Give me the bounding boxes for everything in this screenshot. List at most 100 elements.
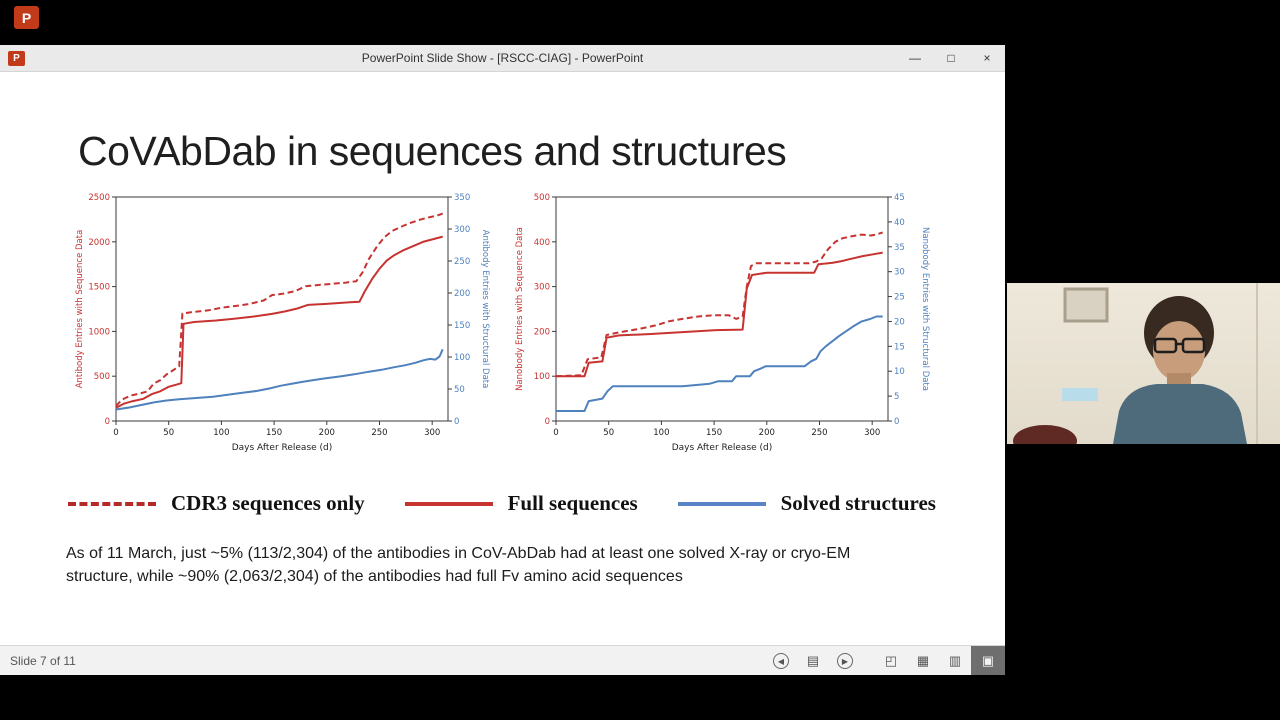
svg-text:300: 300	[534, 283, 550, 293]
powerpoint-logo-icon: P	[14, 6, 39, 29]
window-title: PowerPoint Slide Show - [RSCC-CIAG] - Po…	[361, 51, 644, 65]
legend-item-full-sequences: Full sequences	[404, 491, 638, 516]
legend-label: CDR3 sequences only	[171, 491, 365, 515]
svg-text:0: 0	[113, 428, 118, 438]
svg-text:100: 100	[213, 428, 229, 438]
svg-text:250: 250	[454, 257, 470, 267]
solid-blue-line-sample	[677, 501, 766, 506]
svg-text:1000: 1000	[88, 327, 110, 337]
body-text-line-2: structure, while ~90% (2,063/2,304) of t…	[66, 568, 683, 586]
svg-text:400: 400	[534, 238, 550, 248]
reading-view-icon: ▥	[948, 652, 962, 668]
next-arrow-icon: ▶	[837, 652, 853, 669]
slide-title: CoVAbDab in sequences and structures	[78, 128, 787, 174]
chair-back	[1013, 425, 1077, 444]
maximize-button[interactable]: □	[947, 51, 955, 65]
svg-text:25: 25	[894, 293, 905, 303]
svg-text:300: 300	[424, 428, 440, 438]
slide-body-text: As of 11 March, just ~5% (113/2,304) of …	[66, 542, 924, 588]
charts-row: 0 50 100 150 200 250 300 Days After Release (d)…	[72, 187, 1005, 467]
svg-text:30: 30	[894, 268, 905, 278]
svg-text:150: 150	[266, 428, 282, 438]
solid-red-line-sample	[404, 501, 493, 506]
svg-text:10: 10	[894, 367, 905, 377]
reading-view-button[interactable]: ▥	[939, 646, 971, 675]
webcam-video	[1007, 283, 1280, 444]
svg-text:5: 5	[894, 392, 899, 402]
slide-sorter-button[interactable]: ▦	[907, 646, 939, 675]
svg-text:0: 0	[894, 417, 899, 427]
dashed-line-sample	[68, 501, 156, 506]
webcam-scene	[1007, 283, 1280, 444]
svg-text:250: 250	[371, 428, 387, 438]
torso	[1113, 384, 1247, 444]
svg-text:20: 20	[894, 317, 905, 327]
legend-item-solved-structures: Solved structures	[677, 491, 936, 516]
glasses-right-lens	[1181, 337, 1206, 354]
window-controls: — □ ×	[897, 45, 1005, 71]
svg-text:15: 15	[894, 342, 905, 352]
svg-text:200: 200	[534, 327, 550, 337]
svg-text:Nanobody Entries with Structur: Nanobody Entries with Structural Data	[920, 227, 930, 391]
slideshow-view-button[interactable]: ▣	[971, 646, 1005, 675]
svg-text:100: 100	[534, 372, 550, 382]
close-button[interactable]: ×	[983, 51, 991, 65]
powerpoint-window: P PowerPoint Slide Show - [RSCC-CIAG] - …	[0, 45, 1005, 675]
svg-text:500: 500	[94, 372, 110, 382]
previous-slide-button[interactable]: ◀	[765, 646, 797, 675]
nanobody-chart: 0 50 100 150 200 250 300 Days After Release (d)…	[512, 187, 932, 467]
title-bar: P PowerPoint Slide Show - [RSCC-CIAG] - …	[0, 45, 1005, 72]
status-bar: Slide 7 of 11 ◀ ▤ ▶ ◰ ▦ ▥	[0, 645, 1005, 675]
menu-icon: ▤	[806, 652, 820, 668]
svg-text:300: 300	[864, 428, 880, 438]
svg-text:Antibody Entries with Structur: Antibody Entries with Structural Data	[480, 230, 490, 389]
svg-text:200: 200	[319, 428, 335, 438]
legend-label: Full sequences	[507, 491, 638, 515]
slideshow-view-icon: ▣	[981, 652, 995, 668]
svg-text:Antibody Entries with Sequence: Antibody Entries with Sequence Data	[75, 230, 85, 389]
body-text-line-1: As of 11 March, just ~5% (113/2,304) of …	[66, 545, 851, 562]
hair-fringe	[1153, 311, 1206, 333]
normal-view-icon: ◰	[884, 652, 898, 668]
status-bar-icons: ◀ ▤ ▶ ◰ ▦ ▥ ▣	[765, 646, 1005, 675]
svg-text:Days After Release (d): Days After Release (d)	[232, 443, 333, 453]
slide-indicator: Slide 7 of 11	[10, 653, 76, 668]
svg-text:0: 0	[105, 417, 110, 427]
status-bar-spacer	[861, 646, 875, 675]
face	[1153, 321, 1205, 381]
svg-text:50: 50	[603, 428, 614, 438]
legend-item-cdr3: CDR3 sequences only	[68, 491, 365, 516]
svg-text:2000: 2000	[88, 238, 110, 248]
svg-text:100: 100	[653, 428, 669, 438]
svg-text:200: 200	[759, 428, 775, 438]
svg-text:35: 35	[894, 243, 905, 253]
svg-text:300: 300	[454, 225, 470, 235]
svg-text:1500: 1500	[88, 283, 110, 293]
normal-view-button[interactable]: ◰	[875, 646, 907, 675]
previous-arrow-icon: ◀	[773, 652, 789, 669]
svg-text:500: 500	[534, 193, 550, 203]
svg-text:150: 150	[454, 321, 470, 331]
svg-text:0: 0	[553, 428, 558, 438]
svg-text:Days After Release (d): Days After Release (d)	[672, 443, 773, 453]
chart-legend: CDR3 sequences only Full sequences Solve…	[68, 491, 936, 516]
glasses-left-lens	[1153, 337, 1178, 354]
powerpoint-titlebar-icon: P	[8, 50, 25, 66]
svg-text:0: 0	[545, 417, 550, 427]
next-slide-button[interactable]: ▶	[829, 646, 861, 675]
svg-text:200: 200	[454, 289, 470, 299]
svg-text:40: 40	[894, 218, 905, 228]
svg-text:0: 0	[454, 417, 459, 427]
antibody-chart: 0 50 100 150 200 250 300 Days After Release (d)…	[72, 187, 492, 467]
svg-text:350: 350	[454, 193, 470, 203]
video-artifact	[1062, 388, 1098, 401]
minimize-button[interactable]: —	[909, 51, 921, 65]
slide-canvas[interactable]: CoVAbDab in sequences and structures 0 50…	[0, 72, 1005, 645]
legend-label: Solved structures	[780, 491, 936, 515]
svg-text:100: 100	[454, 353, 470, 363]
menu-button[interactable]: ▤	[797, 646, 829, 675]
slide-sorter-icon: ▦	[916, 652, 930, 668]
svg-text:150: 150	[706, 428, 722, 438]
svg-text:2500: 2500	[88, 193, 110, 203]
